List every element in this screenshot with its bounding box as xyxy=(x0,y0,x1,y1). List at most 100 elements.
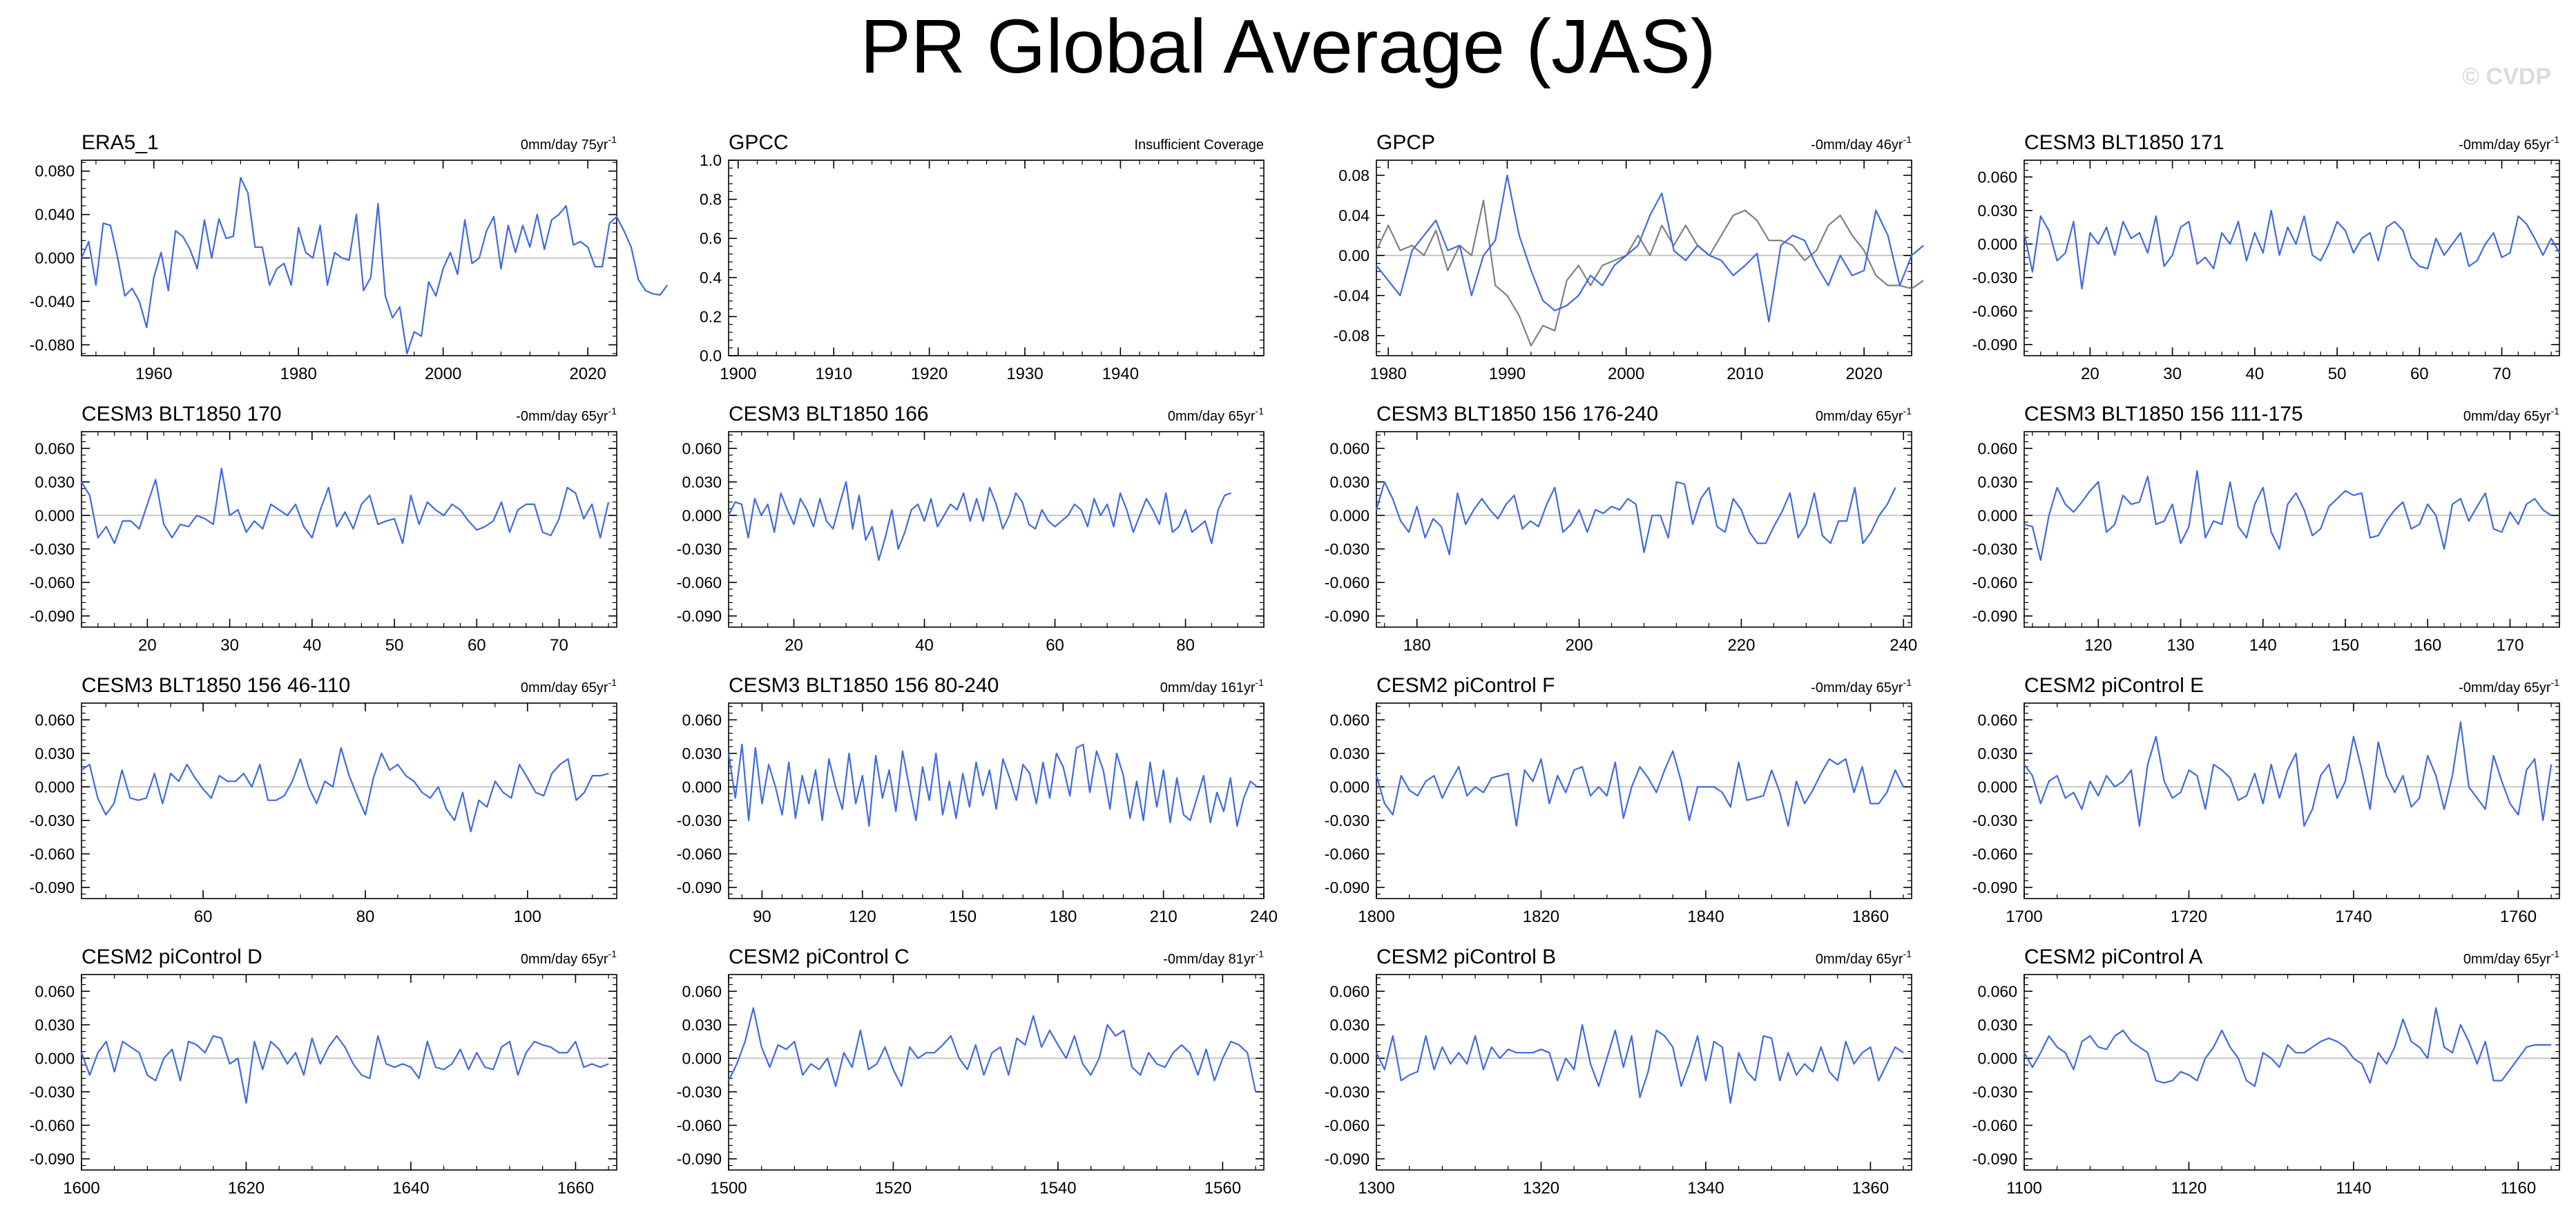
y-tick-label: -0.090 xyxy=(1972,879,2017,896)
panel-title: GPCP xyxy=(1376,131,1435,154)
x-tick-label: 1640 xyxy=(392,1179,429,1198)
y-tick-label: -0.090 xyxy=(30,607,75,625)
x-tick-label: 120 xyxy=(849,908,876,926)
y-tick-label: 0.08 xyxy=(1338,166,1369,184)
x-tick-label: 150 xyxy=(2332,636,2359,655)
trend-exponent: -1 xyxy=(608,405,617,416)
panel-cesm3-blt1850-156-111-175: 0.060 0.030 0.000 -0.030 -0.060 -0.090 120 130 1… xyxy=(1972,403,2560,655)
panel-cesm3-blt1850-171: 0.060 0.030 0.000 -0.030 -0.060 -0.090 20 30 40 5… xyxy=(1972,131,2560,383)
y-tick-label: -0.030 xyxy=(30,812,75,829)
trend-label: -0mm/day 65yr-1 xyxy=(2459,677,2559,695)
y-tick-label: 0.060 xyxy=(1977,439,2017,457)
y-tick-label: -0.060 xyxy=(1972,302,2017,320)
y-tick-label: -0.090 xyxy=(677,879,722,896)
y-tick-label: 0.060 xyxy=(35,439,75,457)
plot-frame xyxy=(2024,160,2560,356)
panel-cesm3-blt1850-166: 0.060 0.030 0.000 -0.030 -0.060 -0.090 20 40 60 8… xyxy=(677,403,1265,655)
x-tick-label: 2020 xyxy=(569,365,606,383)
trend-exponent: -1 xyxy=(2551,948,2560,959)
plot-frame xyxy=(2024,702,2560,899)
y-tick-label: 0.030 xyxy=(1977,1016,2017,1034)
y-tick-label: 0.000 xyxy=(1977,778,2017,796)
y-tick-label: -0.030 xyxy=(1325,540,1369,558)
y-tick-label: -0.090 xyxy=(677,1150,722,1168)
series-line-reference xyxy=(1376,200,1924,347)
trend-label: -0mm/day 81yr-1 xyxy=(1163,948,1264,967)
x-tick-label: 1720 xyxy=(2171,908,2207,926)
x-tick-label: 1980 xyxy=(1370,365,1407,383)
x-tick-label: 60 xyxy=(468,636,486,655)
panel-era5-1: 0.080 0.040 0.000 -0.040 -0.080 1960 1980 2000 2… xyxy=(30,131,669,383)
y-tick-label: -0.030 xyxy=(1972,1083,2017,1101)
x-tick-label: 80 xyxy=(1176,636,1195,655)
x-tick-label: 1910 xyxy=(816,365,852,383)
y-tick-label: 0.060 xyxy=(35,711,75,729)
y-tick-label: 0.2 xyxy=(700,307,722,325)
panel-title: CESM2 piControl E xyxy=(2024,674,2204,697)
panel-title: ERA5_1 xyxy=(81,131,159,154)
plot-frame xyxy=(2024,974,2560,1171)
x-tick-label: 1300 xyxy=(1358,1179,1394,1198)
x-tick-label: 1160 xyxy=(2501,1179,2537,1198)
y-tick-label: 0.00 xyxy=(1338,247,1369,265)
plot-frame xyxy=(1376,160,1912,356)
panel-cesm3-blt1850-156-80-240: 0.060 0.030 0.000 -0.030 -0.060 -0.090 90 120 15… xyxy=(677,674,1278,926)
trend-label: 0mm/day 65yr-1 xyxy=(521,677,617,695)
y-tick-label: -0.060 xyxy=(1325,845,1369,863)
series-line-era5-1 xyxy=(80,177,669,354)
y-tick-label: 0.060 xyxy=(1329,982,1369,1000)
x-tick-label: 1540 xyxy=(1039,1179,1076,1198)
x-tick-label: 150 xyxy=(949,908,977,926)
y-tick-label: -0.060 xyxy=(30,1116,75,1134)
trend-exponent: -1 xyxy=(1256,405,1265,416)
series-line-cesm3-blt1850-170 xyxy=(81,468,610,544)
series-line-cesm3-blt1850-156-111-175 xyxy=(2024,470,2552,562)
panel-title: CESM2 piControl B xyxy=(1376,946,1556,968)
y-tick-label: 0.000 xyxy=(35,506,75,524)
y-tick-label: 0.030 xyxy=(35,745,75,762)
y-tick-label: 0.060 xyxy=(682,439,722,457)
x-tick-label: 220 xyxy=(1727,636,1755,655)
y-tick-label: 0.000 xyxy=(35,249,75,267)
trend-label: 0mm/day 65yr-1 xyxy=(2463,405,2559,424)
x-tick-label: 60 xyxy=(194,908,213,926)
y-tick-label: 0.060 xyxy=(1977,982,2017,1000)
y-tick-label: 0.000 xyxy=(35,778,75,796)
y-tick-label: 0.000 xyxy=(1977,235,2017,253)
y-tick-label: -0.090 xyxy=(677,607,722,625)
series-line-cesm3-blt1850-166 xyxy=(728,481,1232,562)
panel-title: CESM3 BLT1850 171 xyxy=(2024,131,2224,154)
trend-label: 0mm/day 65yr-1 xyxy=(1816,948,1912,967)
x-tick-label: 1660 xyxy=(557,1179,594,1198)
y-tick-label: 0.040 xyxy=(35,206,75,224)
series-line-cesm2-picontrol-e xyxy=(2024,721,2553,827)
panel-title: GPCC xyxy=(729,131,789,154)
y-tick-label: 0.060 xyxy=(1977,168,2017,186)
panel-title: CESM3 BLT1850 166 xyxy=(729,403,929,425)
x-tick-label: 20 xyxy=(2081,365,2099,383)
panel-title: CESM3 BLT1850 156 46-110 xyxy=(81,674,350,697)
panel-title: CESM3 BLT1850 156 111-175 xyxy=(2024,403,2303,425)
panel-title: CESM2 piControl D xyxy=(81,946,262,968)
trend-exponent: -1 xyxy=(1903,948,1912,959)
y-tick-label: 0.060 xyxy=(35,982,75,1000)
x-tick-label: 30 xyxy=(220,636,239,655)
trend-exponent: -1 xyxy=(2551,134,2560,145)
y-tick-label: -0.040 xyxy=(30,292,75,310)
x-tick-label: 1340 xyxy=(1687,1179,1724,1198)
x-tick-label: 1980 xyxy=(280,365,316,383)
panel-title: CESM3 BLT1850 156 176-240 xyxy=(1376,403,1658,425)
y-tick-label: 0.030 xyxy=(1329,1016,1369,1034)
y-tick-label: -0.060 xyxy=(1972,845,2017,863)
x-tick-label: 40 xyxy=(915,636,934,655)
y-tick-label: -0.030 xyxy=(30,540,75,558)
x-tick-label: 1840 xyxy=(1687,908,1724,926)
trend-label: 0mm/day 161yr-1 xyxy=(1160,677,1265,695)
panel-cesm3-blt1850-156-176-240: 0.060 0.030 0.000 -0.030 -0.060 -0.090 180 200 2… xyxy=(1325,403,1917,655)
panel-title: CESM2 piControl F xyxy=(1376,674,1555,697)
series-line-gpcp xyxy=(1376,174,1924,323)
x-tick-label: 140 xyxy=(2249,636,2277,655)
trend-exponent: -1 xyxy=(2551,405,2560,416)
